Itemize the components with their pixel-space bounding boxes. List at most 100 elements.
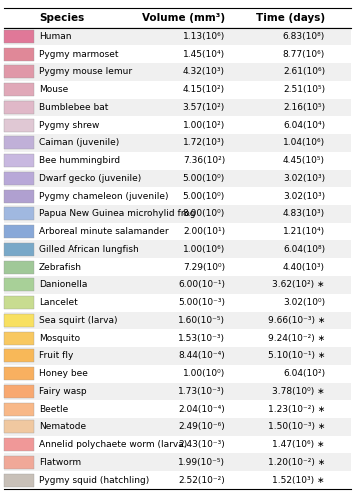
Bar [4,367,34,380]
Bar [4,116,351,134]
Text: Arboreal minute salamander: Arboreal minute salamander [39,227,169,236]
Bar [4,208,34,220]
Text: 3.02(10³): 3.02(10³) [283,174,325,183]
Text: 2.61(10⁶): 2.61(10⁶) [283,68,325,76]
Text: 1.00(10⁰): 1.00(10⁰) [183,369,225,378]
Text: 4.15(10²): 4.15(10²) [183,85,225,94]
Bar [4,314,34,327]
Text: Honey bee: Honey bee [39,369,88,378]
Bar [4,154,34,167]
Bar [4,83,34,96]
Text: Caiman (juvenile): Caiman (juvenile) [39,139,119,147]
Bar [4,365,351,383]
Text: 3.78(10⁰) ∗: 3.78(10⁰) ∗ [272,387,325,396]
Text: 7.36(10²): 7.36(10²) [183,156,225,165]
Bar [4,137,34,149]
Text: 1.60(10⁻⁵): 1.60(10⁻⁵) [178,316,225,325]
Text: Danionella: Danionella [39,281,87,289]
Text: 5.10(10⁻¹) ∗: 5.10(10⁻¹) ∗ [268,352,325,360]
Bar [4,81,351,99]
Bar [4,436,351,454]
Text: 2.00(10¹): 2.00(10¹) [183,227,225,236]
Text: Sea squirt (larva): Sea squirt (larva) [39,316,118,325]
Text: 5.00(10⁰): 5.00(10⁰) [183,192,225,201]
Bar [4,101,34,114]
Bar [4,28,351,45]
Text: 2.51(10⁵): 2.51(10⁵) [283,85,325,94]
Bar [4,258,351,276]
Bar [4,332,34,345]
Text: Dwarf gecko (juvenile): Dwarf gecko (juvenile) [39,174,141,183]
Text: 2.16(10⁵): 2.16(10⁵) [283,103,325,112]
Text: 1.50(10⁻³) ∗: 1.50(10⁻³) ∗ [268,423,325,431]
Text: Fruit fly: Fruit fly [39,352,73,360]
Text: 1.45(10⁴): 1.45(10⁴) [183,50,225,59]
Text: Species: Species [39,13,84,23]
Bar [4,243,34,256]
Text: 1.00(10²): 1.00(10²) [183,121,225,130]
Text: 6.04(10²): 6.04(10²) [283,369,325,378]
Bar [4,225,34,238]
Bar [4,454,351,471]
Bar [4,471,351,489]
Text: 1.23(10⁻²) ∗: 1.23(10⁻²) ∗ [268,405,325,414]
Bar [4,329,351,347]
Bar [4,205,351,223]
Text: 4.40(10³): 4.40(10³) [283,263,325,272]
Bar [4,403,34,416]
Text: Volume (mm³): Volume (mm³) [142,13,225,23]
Bar [4,350,34,362]
Text: 1.47(10⁶) ∗: 1.47(10⁶) ∗ [273,440,325,449]
Bar [4,119,34,132]
Text: 7.29(10⁰): 7.29(10⁰) [183,263,225,272]
Text: Flatworm: Flatworm [39,458,81,467]
Bar [4,279,34,291]
Text: 1.13(10⁶): 1.13(10⁶) [183,32,225,41]
Text: 1.72(10³): 1.72(10³) [183,139,225,147]
Text: 4.32(10³): 4.32(10³) [183,68,225,76]
Text: Human: Human [39,32,71,41]
Text: 3.02(10³): 3.02(10³) [283,192,325,201]
Bar [4,474,34,487]
Text: Gilled African lungfish: Gilled African lungfish [39,245,139,254]
Text: Pygmy marmoset: Pygmy marmoset [39,50,119,59]
Bar [4,30,34,43]
Text: Pygmy shrew: Pygmy shrew [39,121,99,130]
Text: Fairy wasp: Fairy wasp [39,387,87,396]
Bar [4,190,34,203]
Bar [4,421,34,433]
Text: 2.43(10⁻³): 2.43(10⁻³) [178,440,225,449]
Text: Zebrafish: Zebrafish [39,263,82,272]
Bar [4,456,34,469]
Bar [4,296,34,309]
Bar [4,400,351,418]
Text: Bee hummingbird: Bee hummingbird [39,156,120,165]
Text: 1.21(10⁴): 1.21(10⁴) [283,227,325,236]
Text: 1.73(10⁻³): 1.73(10⁻³) [178,387,225,396]
Text: 1.20(10⁻²) ∗: 1.20(10⁻²) ∗ [268,458,325,467]
Text: 9.66(10⁻³) ∗: 9.66(10⁻³) ∗ [268,316,325,325]
Bar [4,152,351,170]
Text: 8.00(10⁰): 8.00(10⁰) [183,210,225,218]
Text: 3.57(10²): 3.57(10²) [183,103,225,112]
Text: 1.52(10³) ∗: 1.52(10³) ∗ [273,476,325,485]
Bar [4,383,351,400]
Bar [4,66,34,78]
Text: Mouse: Mouse [39,85,68,94]
Text: 9.24(10⁻²) ∗: 9.24(10⁻²) ∗ [268,334,325,343]
Text: 8.77(10⁶): 8.77(10⁶) [283,50,325,59]
Text: 8.44(10⁻⁴): 8.44(10⁻⁴) [178,352,225,360]
Text: 5.00(10⁰): 5.00(10⁰) [183,174,225,183]
Text: 2.49(10⁻⁶): 2.49(10⁻⁶) [178,423,225,431]
Bar [4,241,351,258]
Text: Annelid polychaete worm (larva): Annelid polychaete worm (larva) [39,440,187,449]
Text: Pygmy mouse lemur: Pygmy mouse lemur [39,68,132,76]
Text: 4.83(10³): 4.83(10³) [283,210,325,218]
Text: 5.00(10⁻³): 5.00(10⁻³) [178,298,225,307]
Bar [4,418,351,436]
Text: Lancelet: Lancelet [39,298,78,307]
Text: Bumblebee bat: Bumblebee bat [39,103,108,112]
Text: 1.53(10⁻³): 1.53(10⁻³) [178,334,225,343]
Text: 6.04(10⁴): 6.04(10⁴) [283,121,325,130]
Text: 3.02(10⁰): 3.02(10⁰) [283,298,325,307]
